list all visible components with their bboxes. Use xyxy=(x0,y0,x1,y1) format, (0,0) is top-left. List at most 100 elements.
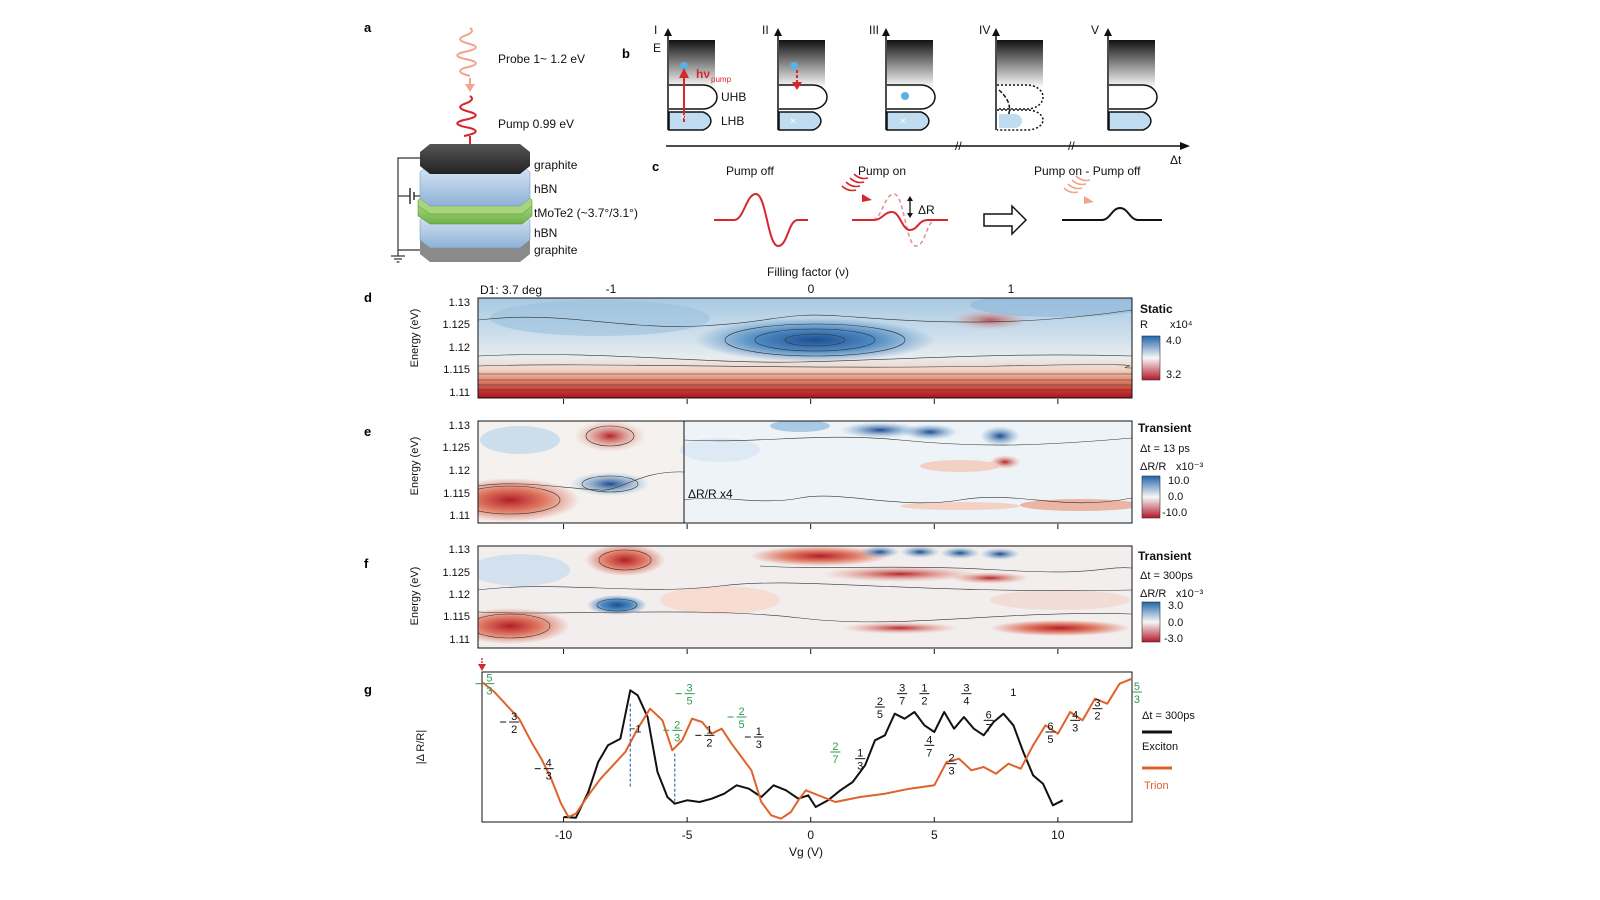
filling-annotation: 32 xyxy=(500,711,520,736)
panel-label-f: f xyxy=(364,556,369,571)
filling-tick-1: 1 xyxy=(1008,282,1015,296)
fraction-numerator: 4 xyxy=(926,734,932,746)
panel-f-cbar-max: 3.0 xyxy=(1168,600,1183,612)
panel-d-ytick-0: 1.13 xyxy=(449,297,470,309)
pump-on-curve xyxy=(841,173,948,247)
filling-annotation: 25 xyxy=(874,696,885,721)
difference-curve xyxy=(1062,175,1162,221)
panel-e-ytick-1: 1.125 xyxy=(442,442,470,454)
fraction-denominator: 2 xyxy=(511,724,517,736)
layer-tmote2: tMoTe2 (~3.7°/3.1°) xyxy=(534,206,638,220)
panel-f-ytick-1: 1.125 xyxy=(442,567,470,579)
panel-d-ytick-4: 1.11 xyxy=(449,387,470,399)
start-marker-icon xyxy=(478,658,486,671)
filling-annotation: 35 xyxy=(675,683,695,708)
fraction-numerator: 2 xyxy=(674,719,680,731)
panel-d-title: Static xyxy=(1140,302,1173,316)
series-line-trion xyxy=(481,677,1133,820)
fraction-denominator: 2 xyxy=(921,696,927,708)
panel-f-ytick-4: 1.11 xyxy=(449,634,470,646)
panel-f-cbar-mid: 0.0 xyxy=(1168,617,1183,629)
fraction-denominator: 2 xyxy=(1094,711,1100,723)
panel-e-title: Transient xyxy=(1138,421,1191,435)
svg-text://: // xyxy=(1068,139,1075,153)
fraction-denominator: 5 xyxy=(738,719,744,731)
fraction-denominator: 7 xyxy=(832,754,838,766)
fraction-denominator: 7 xyxy=(926,747,932,759)
panel-g-ylabel: |Δ R/R| xyxy=(415,730,427,764)
panel-f-ylabel: Energy (eV) xyxy=(409,567,421,626)
filling-annotation: 12 xyxy=(919,683,930,708)
panel-f-ytick-0: 1.13 xyxy=(449,544,470,556)
panel-d-quantity: R xyxy=(1140,319,1148,331)
panel-f-title: Transient xyxy=(1138,549,1191,563)
filling-annotation: 37 xyxy=(897,683,908,708)
x-tick-label: 0 xyxy=(807,828,814,842)
fraction-denominator: 3 xyxy=(949,766,955,778)
layer-graphite-top: graphite xyxy=(534,158,578,172)
filling-annotation: 32 xyxy=(1092,698,1103,723)
energy-axis-label: E xyxy=(653,41,661,55)
panel-e-delay: Δt = 13 ps xyxy=(1140,443,1190,455)
fraction-denominator: 5 xyxy=(877,709,883,721)
filling-annotation: 13 xyxy=(855,748,866,773)
fraction-numerator: 5 xyxy=(1134,681,1140,693)
filling-annotation: −1 xyxy=(629,724,642,736)
fraction-numerator: 3 xyxy=(1094,698,1100,710)
stage-ii: II xyxy=(762,23,769,37)
fraction-numerator: 1 xyxy=(706,724,712,736)
filling-annotation: 53 xyxy=(1131,681,1142,706)
panel-f-colorbar xyxy=(1141,601,1161,643)
filling-annotation: 23 xyxy=(663,719,683,744)
panel-e-inset-note: ΔR/R x4 xyxy=(688,487,733,501)
legend-trion-label: Trion xyxy=(1144,780,1169,792)
fraction-denominator: 5 xyxy=(687,696,693,708)
panel-g-delay: Δt = 300ps xyxy=(1142,710,1195,722)
panel-d-cbar-min: 3.2 xyxy=(1166,369,1181,381)
filling-factor-axis-title: Filling factor (ν) xyxy=(767,265,849,279)
fraction-numerator: 2 xyxy=(949,753,955,765)
panel-d-ytick-1: 1.125 xyxy=(442,319,470,331)
fraction-denominator: 7 xyxy=(986,722,992,734)
filling-annotation: 34 xyxy=(961,683,972,708)
svg-text://: // xyxy=(955,139,962,153)
panel-label-e: e xyxy=(364,424,371,439)
filling-annotation: 1 xyxy=(1010,687,1016,699)
filling-annotation: 65 xyxy=(1045,721,1056,746)
panel-f-cbar-min: -3.0 xyxy=(1164,633,1183,645)
pump-pulse xyxy=(456,95,477,152)
transient-13ps-map xyxy=(477,420,1133,524)
panel-f-ytick-3: 1.115 xyxy=(443,611,470,623)
static-reflectance-map xyxy=(477,297,1133,399)
filling-annotation: 53 xyxy=(475,673,495,698)
panel-e-colorbar xyxy=(1141,475,1161,519)
filling-annotation: 27 xyxy=(830,741,841,766)
panel-e-scale: x10⁻³ xyxy=(1176,461,1204,473)
panel-e-ytick-3: 1.115 xyxy=(443,488,470,500)
filling-annotation: 12 xyxy=(695,724,715,749)
panel-f-quantity: ΔR/R xyxy=(1140,588,1166,600)
pump-energy-label: hν xyxy=(696,67,710,81)
fraction-denominator: 4 xyxy=(963,696,969,708)
probe-label: Probe 1~ 1.2 eV xyxy=(498,52,585,66)
legend-exciton-label: Exciton xyxy=(1142,741,1178,753)
fraction-denominator: 3 xyxy=(1134,694,1140,706)
x-ticks: -10 -5 0 5 10 xyxy=(555,817,1065,842)
panel-f-delay: Δt = 300ps xyxy=(1140,570,1193,582)
integer-label: 1 xyxy=(1010,687,1016,699)
pump-label: Pump 0.99 eV xyxy=(498,117,574,131)
device-label: D1: 3.7 deg xyxy=(480,283,542,297)
pump-off-curve xyxy=(714,192,808,248)
panel-d-scale: x10⁴ xyxy=(1170,319,1193,331)
panel-d-ytick-2: 1.12 xyxy=(449,342,470,354)
filling-annotation: 67 xyxy=(983,709,994,734)
fraction-numerator: 4 xyxy=(546,758,552,770)
filling-annotation: 25 xyxy=(727,706,747,731)
fraction-denominator: 3 xyxy=(1072,722,1078,734)
fraction-numerator: 1 xyxy=(921,683,927,695)
panel-e-cbar-mid: 0.0 xyxy=(1168,491,1183,503)
band-diagrams: × × × // // xyxy=(664,28,1190,153)
fraction-numerator: 1 xyxy=(756,726,762,738)
fraction-numerator: 3 xyxy=(687,683,693,695)
